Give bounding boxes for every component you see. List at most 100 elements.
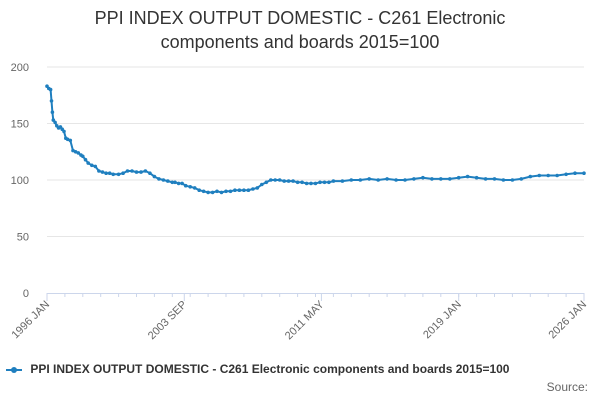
data-point[interactable] <box>448 177 452 181</box>
data-point[interactable] <box>573 171 577 175</box>
data-point[interactable] <box>313 181 318 186</box>
data-point[interactable] <box>139 170 143 174</box>
data-point[interactable] <box>104 171 108 175</box>
data-point[interactable] <box>483 177 488 181</box>
data-point[interactable] <box>157 177 161 181</box>
data-point[interactable] <box>286 179 291 183</box>
data-point[interactable] <box>519 177 524 181</box>
data-point[interactable] <box>277 178 282 182</box>
data-point[interactable] <box>528 174 533 179</box>
data-point[interactable] <box>76 151 81 155</box>
data-point[interactable] <box>219 190 224 195</box>
data-point[interactable] <box>121 171 125 175</box>
data-point[interactable] <box>201 189 206 194</box>
data-point[interactable] <box>192 186 197 190</box>
data-point[interactable] <box>100 170 105 174</box>
data-point[interactable] <box>273 178 278 182</box>
data-point[interactable] <box>282 179 287 183</box>
data-point[interactable] <box>385 177 389 181</box>
data-point[interactable] <box>367 177 372 181</box>
data-point[interactable] <box>300 180 304 185</box>
data-point[interactable] <box>86 161 90 165</box>
data-point[interactable] <box>246 188 251 192</box>
data-point[interactable] <box>111 172 115 177</box>
data-point[interactable] <box>173 180 177 185</box>
data-point[interactable] <box>318 180 322 185</box>
data-point[interactable] <box>394 178 398 182</box>
data-point[interactable] <box>264 180 269 185</box>
data-point[interactable] <box>90 163 94 168</box>
data-point[interactable] <box>183 183 188 188</box>
data-point[interactable] <box>97 169 101 173</box>
data-point[interactable] <box>474 175 479 180</box>
data-point[interactable] <box>68 138 73 143</box>
data-point[interactable] <box>582 171 586 175</box>
data-point[interactable] <box>322 180 327 185</box>
data-point[interactable] <box>340 179 345 183</box>
data-point[interactable] <box>83 157 88 162</box>
data-point[interactable] <box>546 173 550 178</box>
data-point[interactable] <box>412 177 416 181</box>
data-point[interactable] <box>269 178 273 182</box>
x-tick-label: 2011 MAY <box>283 298 327 342</box>
data-point[interactable] <box>228 189 233 194</box>
data-point[interactable] <box>170 180 175 185</box>
data-point[interactable] <box>107 171 112 175</box>
data-point[interactable] <box>291 179 295 183</box>
data-point[interactable] <box>161 178 166 182</box>
data-point[interactable] <box>65 137 70 142</box>
data-point[interactable] <box>148 171 152 175</box>
data-point[interactable] <box>233 188 237 192</box>
data-point[interactable] <box>492 177 497 181</box>
data-point[interactable] <box>295 180 300 185</box>
data-point[interactable] <box>224 189 228 194</box>
data-point[interactable] <box>242 188 246 192</box>
data-point[interactable] <box>130 169 134 173</box>
chart-legend[interactable]: PPI INDEX OUTPUT DOMESTIC - C261 Electro… <box>6 362 509 376</box>
data-point[interactable] <box>73 150 78 154</box>
data-point[interactable] <box>143 169 148 173</box>
data-point[interactable] <box>53 120 57 125</box>
data-point[interactable] <box>48 87 53 92</box>
data-point[interactable] <box>125 169 130 173</box>
data-point[interactable] <box>62 129 66 134</box>
data-point[interactable] <box>403 178 407 182</box>
data-point[interactable] <box>237 188 242 192</box>
data-point[interactable] <box>134 170 139 174</box>
data-point[interactable] <box>260 182 264 187</box>
data-point[interactable] <box>456 175 461 180</box>
data-point[interactable] <box>358 178 363 182</box>
data-point[interactable] <box>537 173 542 178</box>
data-point[interactable] <box>152 174 157 179</box>
data-point[interactable] <box>430 177 434 181</box>
data-point[interactable] <box>49 99 54 103</box>
data-point[interactable] <box>188 185 192 189</box>
data-point[interactable] <box>50 110 55 114</box>
data-point[interactable] <box>564 172 568 177</box>
data-point[interactable] <box>501 178 506 182</box>
data-point[interactable] <box>255 186 260 190</box>
data-point[interactable] <box>465 174 470 179</box>
data-point[interactable] <box>309 181 313 186</box>
data-point[interactable] <box>166 179 170 183</box>
data-point[interactable] <box>93 164 98 169</box>
data-point[interactable] <box>421 175 425 180</box>
data-point[interactable] <box>210 190 215 195</box>
data-point[interactable] <box>206 190 210 195</box>
data-point[interactable] <box>215 189 219 194</box>
data-point[interactable] <box>510 178 515 182</box>
data-point[interactable] <box>439 177 443 181</box>
data-point[interactable] <box>331 179 336 183</box>
data-point[interactable] <box>116 172 121 177</box>
data-point[interactable] <box>197 188 201 192</box>
data-point[interactable] <box>180 181 184 186</box>
data-point[interactable] <box>376 178 381 182</box>
data-point[interactable] <box>176 181 181 186</box>
data-point[interactable] <box>304 181 309 186</box>
data-point[interactable] <box>251 187 255 191</box>
data-point[interactable] <box>555 173 559 178</box>
data-point[interactable] <box>349 178 354 182</box>
data-point[interactable] <box>327 180 331 185</box>
series-line[interactable] <box>46 85 585 194</box>
data-point[interactable] <box>81 154 85 159</box>
